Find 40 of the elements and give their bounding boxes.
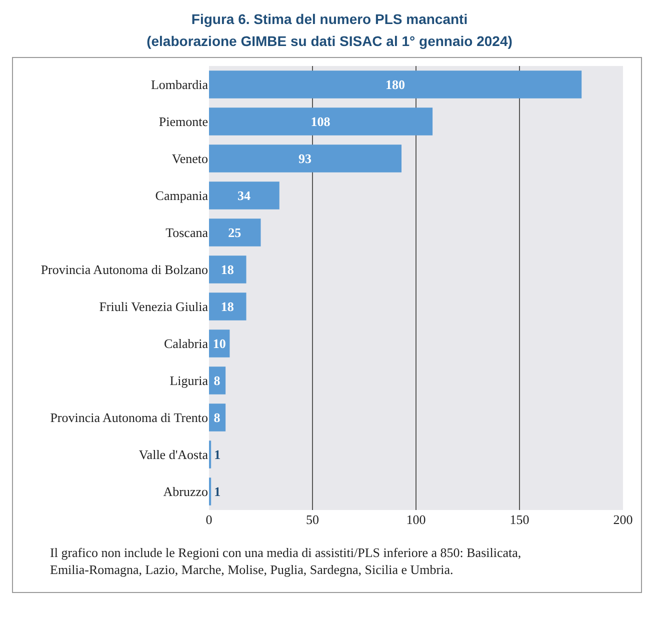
data-label: 108 (310, 114, 331, 130)
y-tick-label: Toscana (166, 225, 208, 240)
data-label: 1 (214, 484, 221, 500)
y-tick-label: Piemonte (158, 114, 208, 130)
data-label: 34 (237, 188, 251, 204)
y-tick-label: Lombardia (150, 77, 208, 92)
x-tick-label: 100 (406, 512, 426, 527)
text: Il grafico non include le Regioni con una media di assistiti/PLS inferiore a 850: Basilicata, Emilia-Romagna, Lazio, Marche, Molise, Puglia, Sardegna, Sicilia e Umbria. (50, 545, 522, 577)
y-tick-label: Liguria (170, 373, 208, 388)
data-label: 10 (212, 336, 226, 352)
x-tick-label: 0 (206, 512, 212, 527)
bar (209, 108, 433, 136)
y-tick-label: Provincia Autonoma di Trento (50, 410, 208, 426)
data-label: 8 (214, 373, 221, 388)
data-label: 180 (386, 77, 406, 92)
bar (209, 256, 246, 284)
x-tick-label: 50 (306, 512, 319, 527)
bar (209, 404, 226, 432)
y-tick-label: Valle d'Aosta (138, 447, 208, 462)
y-tick-label: Veneto (172, 151, 208, 166)
data-label: 93 (298, 151, 312, 166)
y-tick-label: Abruzzo (163, 484, 208, 500)
bar (209, 70, 582, 98)
bar (209, 366, 226, 394)
data-label: 1 (214, 447, 221, 462)
chart-title: Figura 6. Stima del numero PLS mancanti (elaborazione GIMBE su dati SISAC al 1° gennaio 2024) (146, 10, 514, 51)
bar (209, 292, 246, 320)
x-tick-label: 150 (510, 512, 530, 527)
y-tick-label: Friuli Venezia Giulia (99, 299, 208, 314)
bar (209, 182, 280, 210)
y-tick-label: Campania (155, 188, 208, 204)
data-label: 18 (220, 299, 234, 314)
bar (209, 144, 402, 172)
y-tick-label: Calabria (164, 336, 208, 352)
bar (209, 218, 261, 246)
y-tick-label: Provincia Autonoma di Bolzano (40, 262, 208, 278)
data-label: 25 (228, 225, 242, 240)
x-tick-label: 200 (613, 512, 633, 527)
data-label: 18 (220, 262, 234, 278)
data-label: 8 (214, 410, 221, 426)
